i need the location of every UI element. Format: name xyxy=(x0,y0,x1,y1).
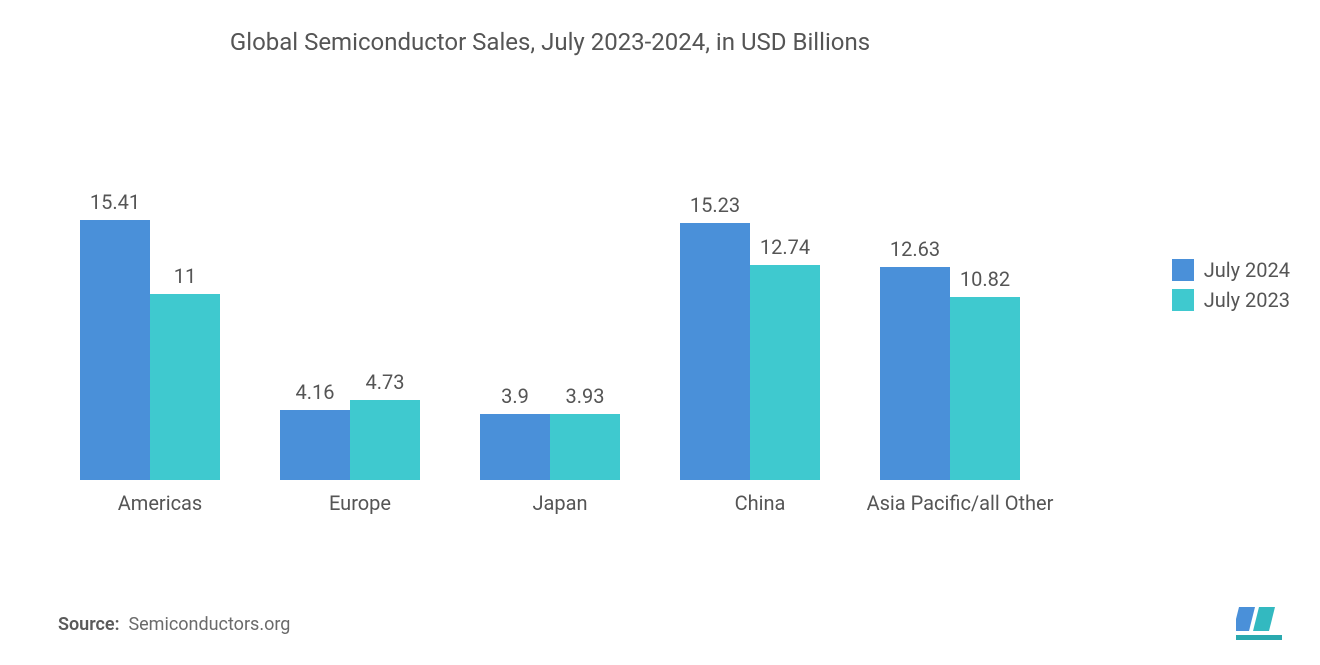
bar-value-label: 15.23 xyxy=(680,193,750,223)
bar: 15.41 xyxy=(80,220,150,480)
legend-swatch xyxy=(1172,259,1194,281)
source-prefix: Source: xyxy=(58,614,120,635)
bar: 3.9 xyxy=(480,414,550,480)
chart-title: Global Semiconductor Sales, July 2023-20… xyxy=(0,28,1100,56)
legend-item: July 2023 xyxy=(1172,288,1290,312)
brand-logo xyxy=(1236,603,1290,641)
legend-item: July 2024 xyxy=(1172,258,1290,282)
bar-value-label: 4.73 xyxy=(350,370,420,400)
legend-label: July 2023 xyxy=(1204,288,1290,312)
category-label: China xyxy=(650,480,870,516)
bar-value-label: 10.82 xyxy=(950,267,1020,297)
category-label: Asia Pacific/all Other xyxy=(850,480,1070,516)
bar-value-label: 3.93 xyxy=(550,384,620,414)
bar-value-label: 11 xyxy=(150,264,220,294)
bar-value-label: 4.16 xyxy=(280,380,350,410)
category-label: Japan xyxy=(450,480,670,516)
bar: 3.93 xyxy=(550,414,620,480)
bar-value-label: 12.74 xyxy=(750,235,820,265)
bar: 4.16 xyxy=(280,410,350,480)
legend-swatch xyxy=(1172,289,1194,311)
bar: 12.63 xyxy=(880,267,950,480)
bar: 4.73 xyxy=(350,400,420,480)
bar: 15.23 xyxy=(680,223,750,480)
bar: 12.74 xyxy=(750,265,820,480)
category-label: Americas xyxy=(50,480,270,516)
source-text: Semiconductors.org xyxy=(128,614,290,635)
legend: July 2024 July 2023 xyxy=(1172,258,1290,318)
logo-underscore xyxy=(1236,635,1282,640)
bar-value-label: 12.63 xyxy=(880,237,950,267)
source-line: Source: Semiconductors.org xyxy=(58,614,290,635)
category-label: Europe xyxy=(250,480,470,516)
bar: 11 xyxy=(150,294,220,480)
bar: 10.82 xyxy=(950,297,1020,480)
legend-label: July 2024 xyxy=(1204,258,1290,282)
bar-value-label: 3.9 xyxy=(480,384,550,414)
logo-bar-2 xyxy=(1253,607,1275,631)
bar-value-label: 15.41 xyxy=(80,190,150,220)
plot-area: 15.4111Americas4.164.73Europe3.93.93Japa… xyxy=(80,210,1080,480)
logo-bar-1 xyxy=(1236,607,1255,631)
